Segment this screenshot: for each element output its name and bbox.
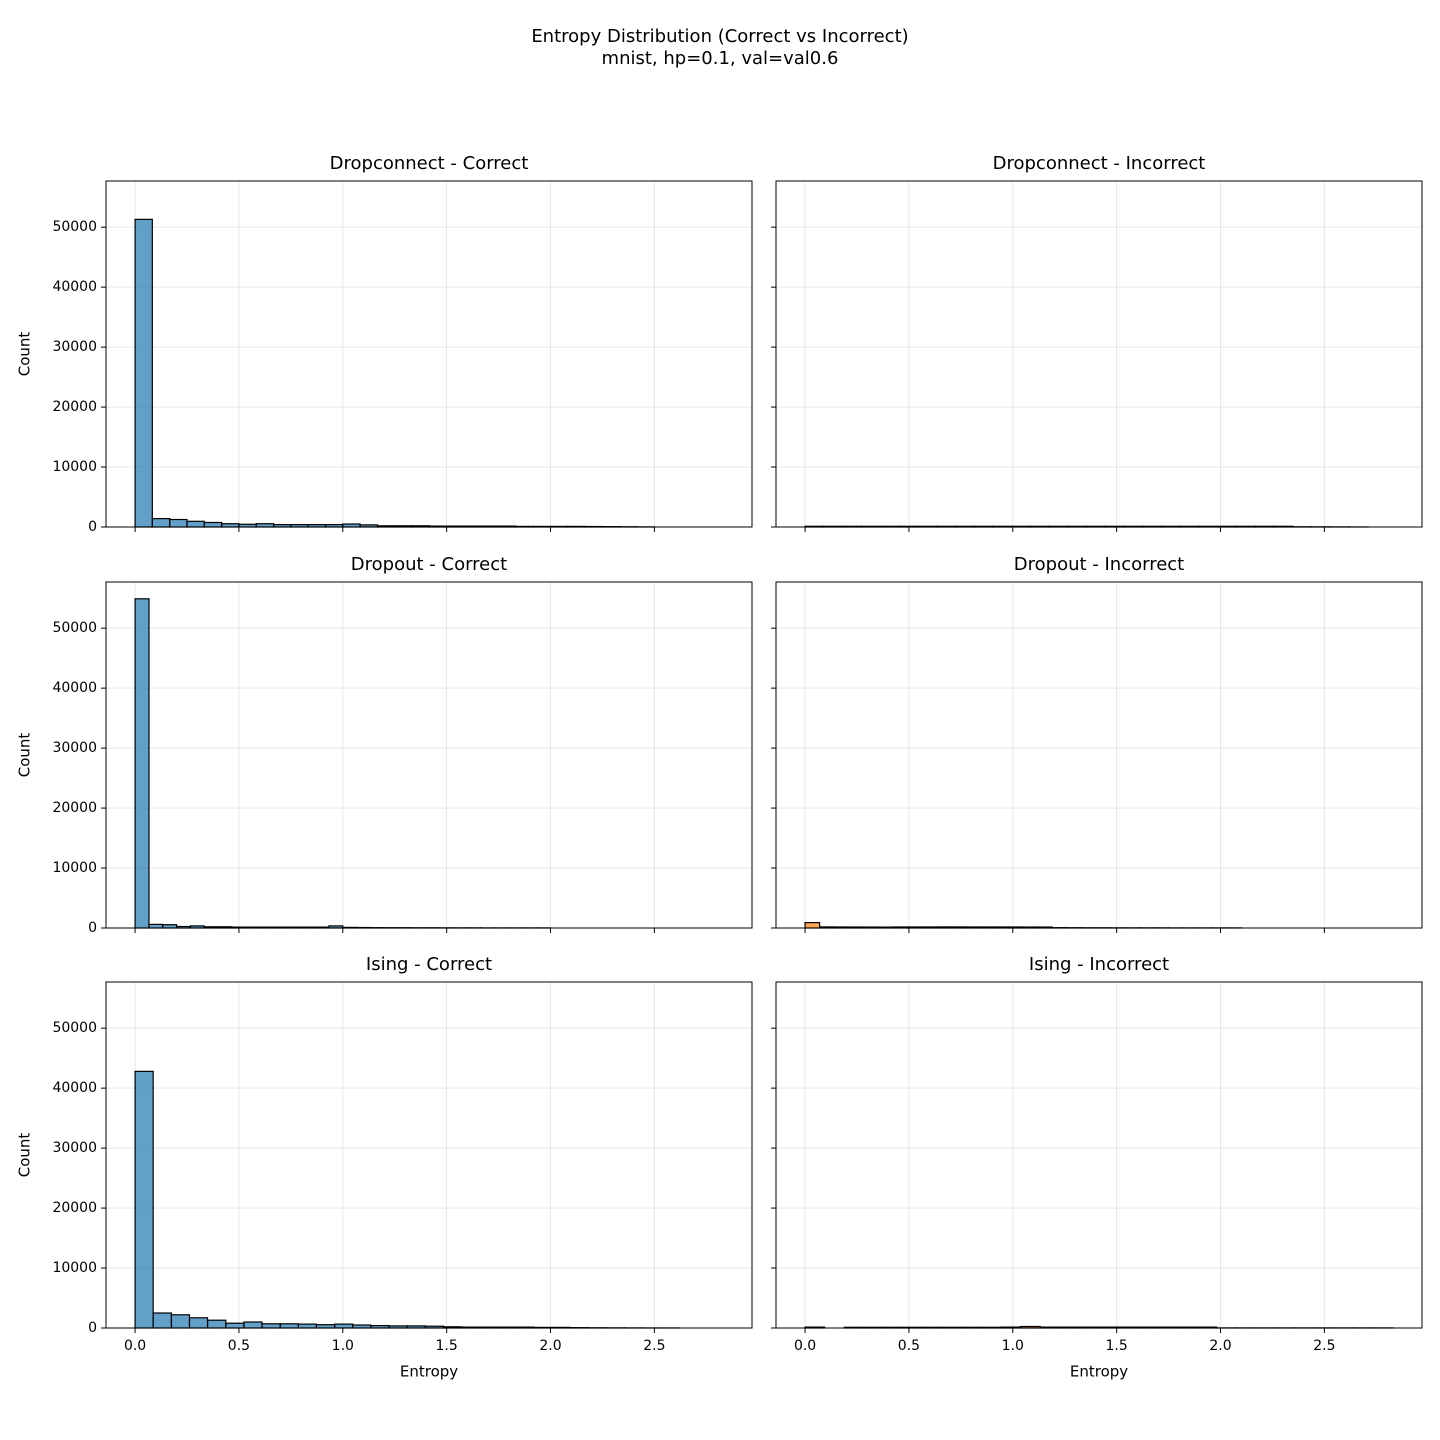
y-tick-label: 10000: [52, 860, 97, 876]
y-tick-label: 30000: [52, 740, 97, 756]
histogram-bar: [243, 1321, 263, 1329]
x-tick-label: 2.0: [1209, 1338, 1231, 1354]
y-tick-label: 20000: [52, 1200, 97, 1216]
histogram-bar: [261, 1323, 281, 1329]
plot-frame: [775, 581, 1423, 929]
y-tick-label: 30000: [52, 1140, 97, 1156]
y-axis-label: Count: [16, 332, 34, 377]
histogram-bar: [279, 1323, 299, 1329]
plot-frame: [775, 981, 1423, 1329]
plot-frame: [775, 180, 1423, 528]
histogram-bar: [152, 1312, 173, 1329]
x-tick-label: 2.5: [643, 1338, 665, 1354]
x-tick-label: 1.5: [436, 1338, 458, 1354]
x-tick-label: 2.5: [1313, 1338, 1335, 1354]
panel-title: Ising - Incorrect: [1029, 954, 1169, 975]
histogram-bar: [225, 1322, 245, 1329]
plot-frame: [105, 180, 753, 528]
y-tick-label: 10000: [52, 459, 97, 475]
x-tick-label: 0.5: [228, 1338, 250, 1354]
histogram-bar: [151, 518, 171, 528]
y-tick-label: 50000: [52, 620, 97, 636]
x-axis-label: Entropy: [1070, 1363, 1128, 1381]
histogram-bar: [188, 1317, 209, 1329]
panel-title: Ising - Correct: [366, 954, 492, 975]
y-tick-label: 0: [88, 920, 97, 936]
x-tick-label: 0.5: [898, 1338, 920, 1354]
y-tick-label: 40000: [52, 680, 97, 696]
y-tick-label: 50000: [52, 219, 97, 235]
y-tick-label: 0: [88, 1320, 97, 1336]
y-tick-label: 20000: [52, 399, 97, 415]
histogram-bar: [134, 1070, 154, 1329]
histogram-bar: [203, 521, 223, 528]
histogram-bar: [186, 520, 205, 528]
y-tick-label: 10000: [52, 1260, 97, 1276]
plot-frame: [105, 981, 753, 1329]
x-tick-label: 1.0: [332, 1338, 354, 1354]
histogram-bar: [148, 923, 164, 929]
histogram-bar: [206, 1319, 227, 1329]
panel-title: Dropconnect - Incorrect: [993, 153, 1206, 174]
histogram-bar: [170, 1314, 191, 1329]
y-tick-label: 40000: [52, 1080, 97, 1096]
plot-frame: [105, 581, 753, 929]
y-tick-label: 20000: [52, 800, 97, 816]
y-tick-label: 30000: [52, 339, 97, 355]
x-axis-label: Entropy: [400, 1363, 458, 1381]
panel-title: Dropout - Correct: [351, 554, 507, 575]
y-axis-label: Count: [16, 733, 34, 778]
figure-title: Entropy Distribution (Correct vs Incorre…: [531, 26, 908, 47]
histogram-bar: [169, 518, 188, 528]
histogram-bar: [297, 1323, 318, 1329]
histogram-bar: [804, 922, 821, 929]
x-tick-label: 1.5: [1106, 1338, 1128, 1354]
figure-subtitle: mnist, hp=0.1, val=val0.6: [602, 48, 839, 69]
y-axis-label: Count: [16, 1133, 34, 1178]
panel-title: Dropconnect - Correct: [330, 153, 529, 174]
y-tick-label: 40000: [52, 279, 97, 295]
x-tick-label: 2.0: [539, 1338, 561, 1354]
histogram-bar: [134, 598, 150, 929]
x-tick-label: 1.0: [1002, 1338, 1024, 1354]
panel-title: Dropout - Incorrect: [1014, 554, 1184, 575]
x-tick-label: 0.0: [794, 1338, 816, 1354]
x-tick-label: 0.0: [124, 1338, 146, 1354]
y-tick-label: 50000: [52, 1020, 97, 1036]
y-tick-label: 0: [88, 519, 97, 535]
histogram-bar: [134, 218, 153, 528]
histogram-bar: [334, 1323, 354, 1329]
